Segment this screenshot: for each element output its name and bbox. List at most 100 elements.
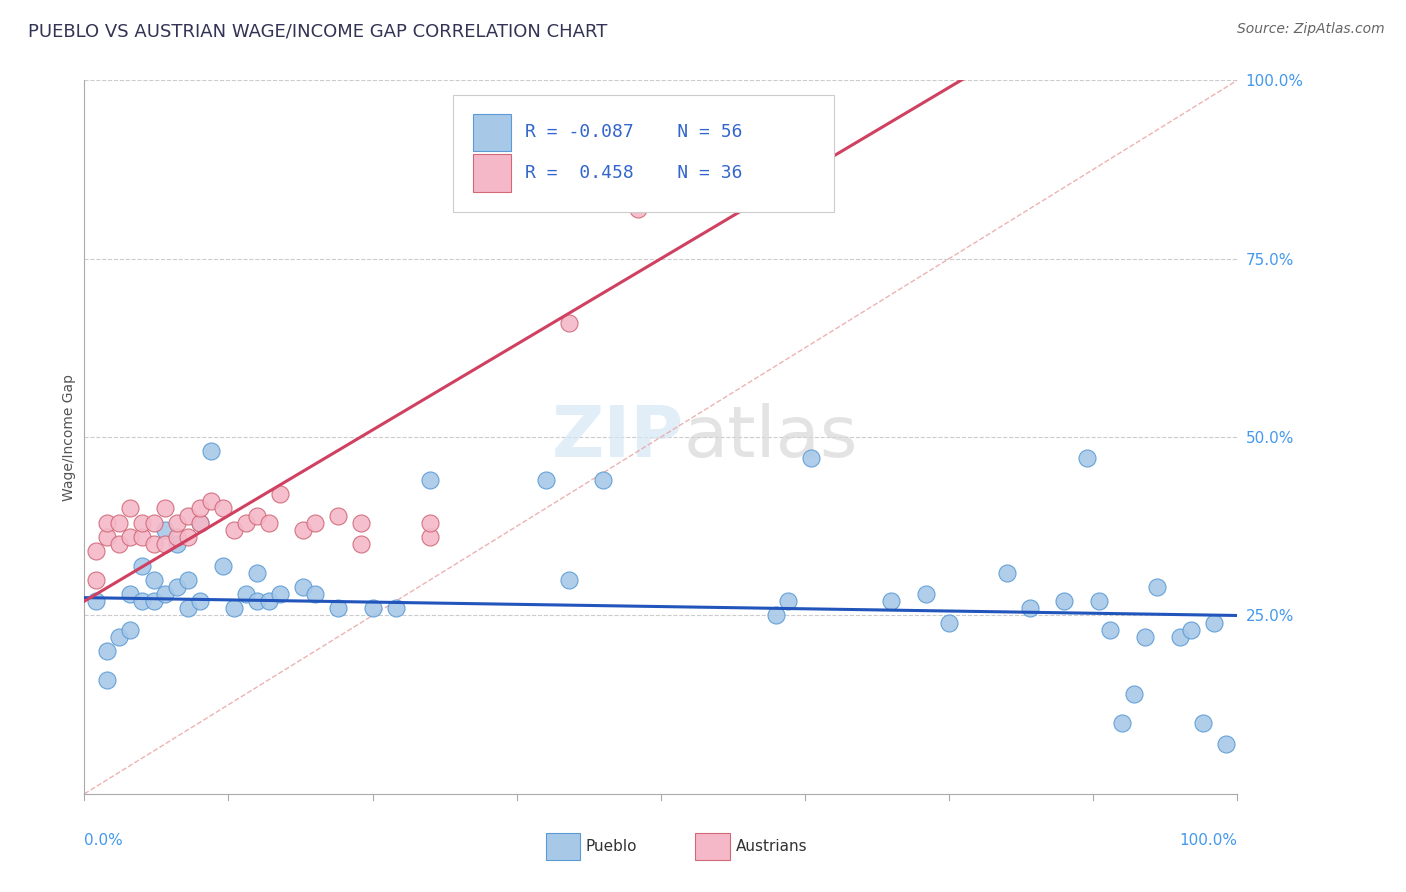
Bar xyxy=(546,833,581,860)
Point xyxy=(995,566,1018,580)
Point xyxy=(292,580,315,594)
Point xyxy=(96,530,118,544)
Point xyxy=(557,316,579,330)
Point xyxy=(153,501,176,516)
Point xyxy=(1099,623,1122,637)
Point xyxy=(200,494,222,508)
Y-axis label: Wage/Income Gap: Wage/Income Gap xyxy=(62,374,76,500)
Point xyxy=(84,544,107,558)
Point xyxy=(326,601,349,615)
Point xyxy=(224,601,246,615)
Point xyxy=(1076,451,1098,466)
Point xyxy=(166,530,188,544)
Point xyxy=(1133,630,1156,644)
Point xyxy=(326,508,349,523)
Point xyxy=(177,573,200,587)
Bar xyxy=(696,833,730,860)
Point xyxy=(257,516,280,530)
Point xyxy=(177,530,200,544)
Point xyxy=(211,501,233,516)
Point xyxy=(188,501,211,516)
Point xyxy=(235,587,257,601)
Point xyxy=(304,587,326,601)
Point xyxy=(1168,630,1191,644)
Point xyxy=(1204,615,1226,630)
Point xyxy=(246,594,269,608)
Point xyxy=(166,537,188,551)
Point xyxy=(592,473,614,487)
Point xyxy=(1053,594,1076,608)
Point xyxy=(534,473,557,487)
Point xyxy=(120,501,142,516)
Text: ZIP: ZIP xyxy=(551,402,683,472)
Point xyxy=(350,516,373,530)
Bar xyxy=(472,154,510,192)
Point xyxy=(235,516,257,530)
Point xyxy=(1146,580,1168,594)
Point xyxy=(142,573,165,587)
FancyBboxPatch shape xyxy=(453,95,834,212)
Point xyxy=(188,516,211,530)
Point xyxy=(188,594,211,608)
Point xyxy=(938,615,960,630)
Text: R =  0.458    N = 36: R = 0.458 N = 36 xyxy=(524,164,742,182)
Point xyxy=(1088,594,1111,608)
Point xyxy=(96,673,118,687)
Point xyxy=(142,594,165,608)
Point xyxy=(188,516,211,530)
Point xyxy=(292,523,315,537)
Point xyxy=(224,523,246,537)
Point xyxy=(142,537,165,551)
Point xyxy=(361,601,384,615)
Text: R = -0.087    N = 56: R = -0.087 N = 56 xyxy=(524,123,742,141)
Point xyxy=(120,530,142,544)
Text: Austrians: Austrians xyxy=(735,839,807,855)
Point xyxy=(96,644,118,658)
Point xyxy=(880,594,903,608)
Text: Pueblo: Pueblo xyxy=(586,839,637,855)
Text: atlas: atlas xyxy=(683,402,858,472)
Point xyxy=(211,558,233,573)
Point xyxy=(1018,601,1040,615)
Point xyxy=(384,601,406,615)
Point xyxy=(269,587,291,601)
Point xyxy=(765,608,787,623)
Text: 100.0%: 100.0% xyxy=(1180,833,1237,848)
Text: PUEBLO VS AUSTRIAN WAGE/INCOME GAP CORRELATION CHART: PUEBLO VS AUSTRIAN WAGE/INCOME GAP CORRE… xyxy=(28,22,607,40)
Point xyxy=(84,573,107,587)
Point xyxy=(1191,715,1213,730)
Point xyxy=(1215,737,1237,751)
Point xyxy=(269,487,291,501)
Point xyxy=(200,444,222,458)
Point xyxy=(153,537,176,551)
Point xyxy=(131,516,153,530)
Point xyxy=(108,537,131,551)
Point xyxy=(350,537,373,551)
Point xyxy=(108,630,131,644)
Point xyxy=(1180,623,1202,637)
Text: 0.0%: 0.0% xyxy=(84,833,124,848)
Point xyxy=(131,594,153,608)
Point xyxy=(1122,687,1144,701)
Point xyxy=(246,508,269,523)
Point xyxy=(419,516,441,530)
Point xyxy=(419,530,441,544)
Point xyxy=(166,580,188,594)
Point xyxy=(120,623,142,637)
Point xyxy=(419,473,441,487)
Point xyxy=(120,587,142,601)
Point xyxy=(142,516,165,530)
Point xyxy=(557,573,579,587)
Point xyxy=(96,516,118,530)
Point xyxy=(776,594,799,608)
Point xyxy=(915,587,938,601)
Point xyxy=(257,594,280,608)
Point xyxy=(131,558,153,573)
Point xyxy=(304,516,326,530)
Point xyxy=(177,508,200,523)
Point xyxy=(131,530,153,544)
Point xyxy=(177,601,200,615)
Point xyxy=(166,516,188,530)
Point xyxy=(153,523,176,537)
Point xyxy=(153,587,176,601)
